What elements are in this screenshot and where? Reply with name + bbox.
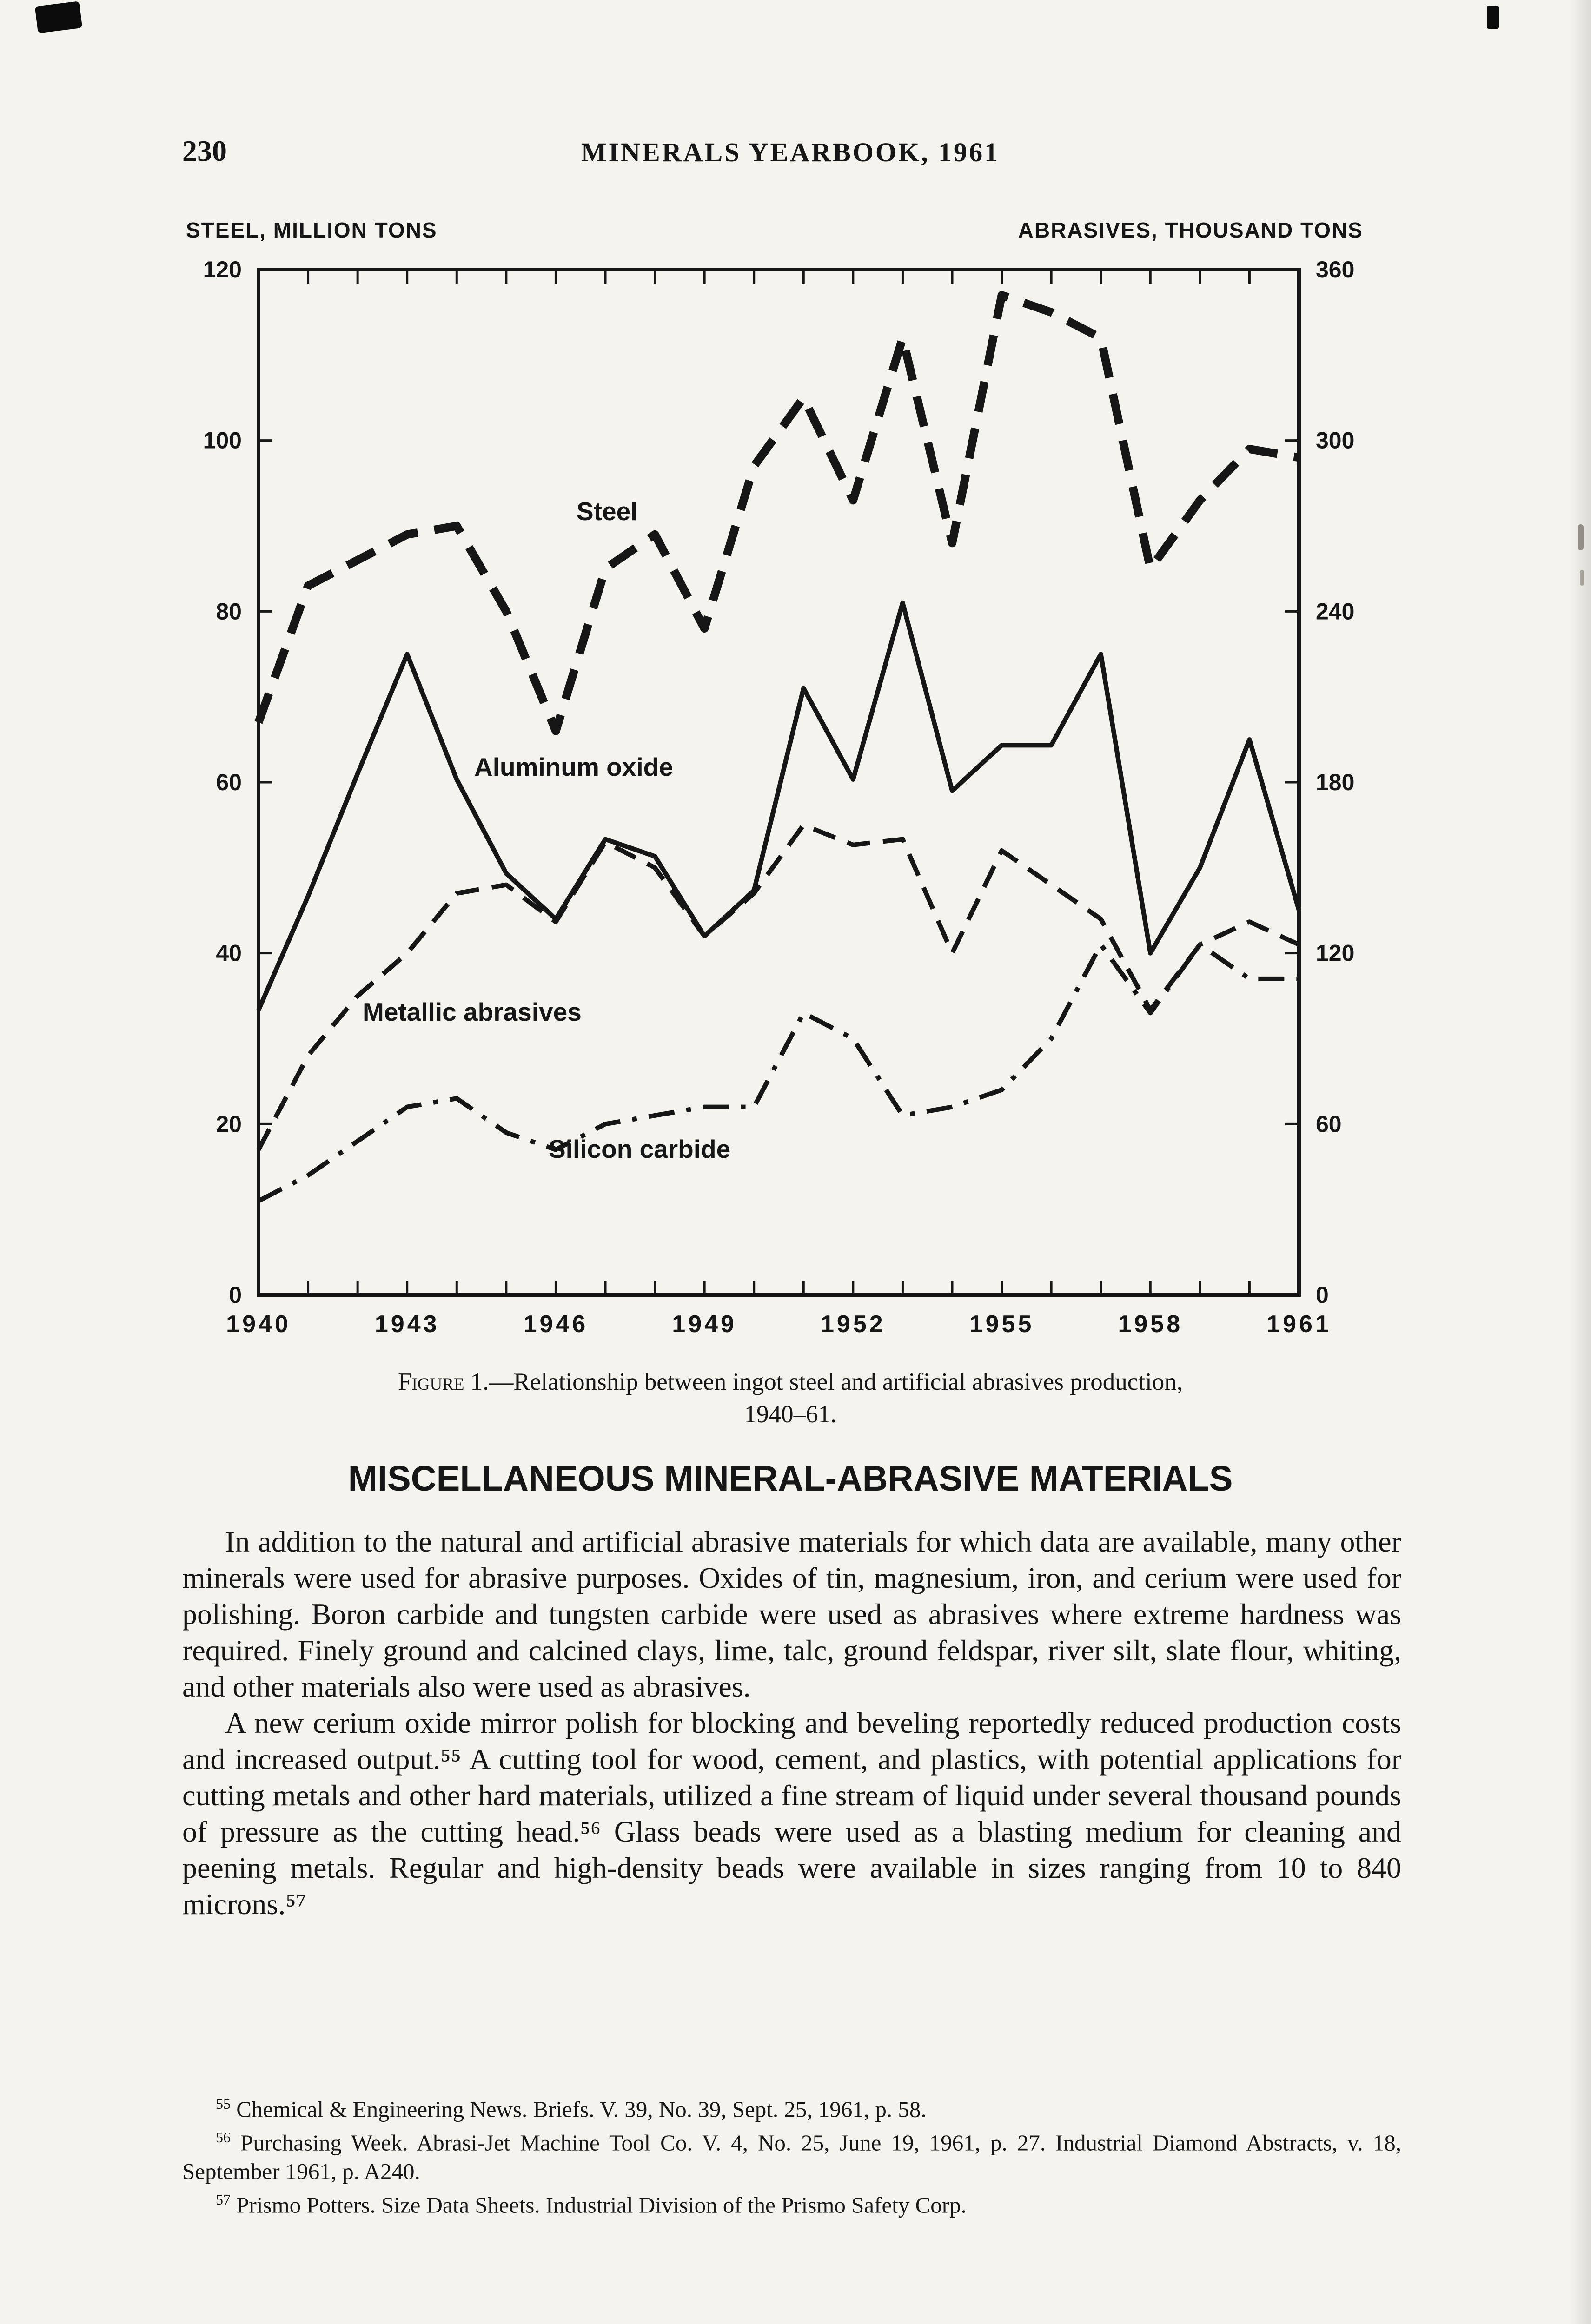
x-axis-tick-labels: 1940 1943 1946 1949 1952 1955 1958 1961	[226, 1311, 1332, 1338]
x-axis-ticks	[257, 270, 1300, 1295]
x-axis-tick-label: 1961	[1266, 1311, 1332, 1338]
series-line-silicon-carbide	[257, 942, 1299, 1203]
figure-caption-text: —Relationship between ingot steel and ar…	[489, 1368, 1183, 1395]
left-axis-tick-label: 40	[216, 940, 242, 966]
scan-artifact	[34, 1, 83, 33]
figure-1-chart: STEEL, MILLION TONS ABRASIVES, THOUSAND …	[167, 205, 1432, 1385]
left-axis-title: STEEL, MILLION TONS	[186, 218, 438, 242]
page-number: 230	[182, 134, 227, 167]
series-aluminum-oxide	[256, 600, 1301, 1011]
series-metallic-abrasives	[256, 822, 1300, 1151]
x-axis-tick-label: 1952	[821, 1311, 886, 1338]
series-label-metallic-abrasives: Metallic abrasives	[363, 997, 582, 1026]
figure-caption-line1: Figure 1.—Relationship between ingot ste…	[181, 1366, 1399, 1398]
right-axis-tick-label: 180	[1316, 769, 1354, 795]
section-heading: MISCELLANEOUS MINERAL-ABRASIVE MATERIALS	[348, 1459, 1233, 1499]
right-axis-tick-label: 120	[1316, 940, 1354, 966]
body-text: In addition to the natural and artificia…	[182, 1524, 1401, 1922]
x-axis-tick-label: 1955	[969, 1311, 1034, 1338]
left-axis-tick-label: 0	[229, 1282, 242, 1308]
x-axis-tick-label: 1949	[672, 1311, 737, 1338]
right-axis-title: ABRASIVES, THOUSAND TONS	[1018, 218, 1363, 242]
y-axis-ticks	[259, 268, 1299, 1296]
footnote-marker: 56	[216, 2129, 231, 2146]
x-axis-tick-label: 1958	[1118, 1311, 1183, 1338]
series-silicon-carbide	[257, 942, 1299, 1203]
x-axis-tick-label: 1946	[524, 1311, 589, 1338]
series-label-steel: Steel	[577, 497, 638, 526]
left-axis-tick-label: 20	[216, 1111, 242, 1137]
y-axis-tick-labels: 0 20 40 60 80 100 120 0 60 120 180 240 300 360	[203, 257, 1355, 1308]
series-label-aluminum-oxide: Aluminum oxide	[474, 753, 673, 781]
scan-artifact	[1578, 524, 1584, 550]
footnote-55: 55 Chemical & Engineering News. Briefs. …	[216, 2095, 927, 2122]
series-line-steel	[254, 291, 1300, 735]
right-axis-tick-label: 60	[1316, 1111, 1342, 1137]
figure-caption: Figure 1.—Relationship between ingot ste…	[181, 1366, 1399, 1431]
x-axis-tick-label: 1940	[226, 1311, 291, 1338]
body-paragraph-2: A new cerium oxide mirror polish for blo…	[182, 1706, 1401, 1921]
footnotes: 55 Chemical & Engineering News. Briefs. …	[182, 2090, 1401, 2219]
right-axis-tick-label: 300	[1316, 428, 1354, 454]
series-line-aluminum-oxide	[256, 600, 1301, 1011]
footnote-56: 56 Purchasing Week. Abrasi-Jet Machine T…	[182, 2129, 1401, 2184]
figure-caption-line2: 1940–61.	[744, 1401, 837, 1428]
right-axis-tick-label: 360	[1316, 257, 1354, 283]
footnote-57: 57 Prismo Potters. Size Data Sheets. Ind…	[216, 2191, 967, 2218]
footnote-marker: 57	[216, 2191, 231, 2208]
figure-caption-label: Figure 1.	[398, 1368, 489, 1395]
series-line-metallic-abrasives	[256, 822, 1300, 1151]
x-axis-tick-label: 1943	[375, 1311, 440, 1338]
body-paragraph-1: In addition to the natural and artificia…	[182, 1525, 1401, 1703]
right-axis-tick-label: 240	[1316, 598, 1354, 624]
scan-artifact	[1487, 6, 1499, 29]
left-axis-tick-label: 100	[203, 428, 242, 454]
left-axis-tick-label: 60	[216, 769, 242, 795]
page-edge-shade	[1570, 0, 1591, 2324]
series-label-silicon-carbide: Silicon carbide	[549, 1135, 731, 1163]
left-axis-tick-label: 120	[203, 257, 242, 283]
scan-artifact	[1580, 570, 1584, 586]
running-header-title: MINERALS YEARBOOK, 1961	[581, 137, 1000, 167]
left-axis-tick-label: 80	[216, 598, 242, 624]
right-axis-tick-label: 0	[1316, 1282, 1329, 1308]
series-steel	[254, 291, 1300, 735]
footnote-marker: 55	[216, 2095, 231, 2112]
